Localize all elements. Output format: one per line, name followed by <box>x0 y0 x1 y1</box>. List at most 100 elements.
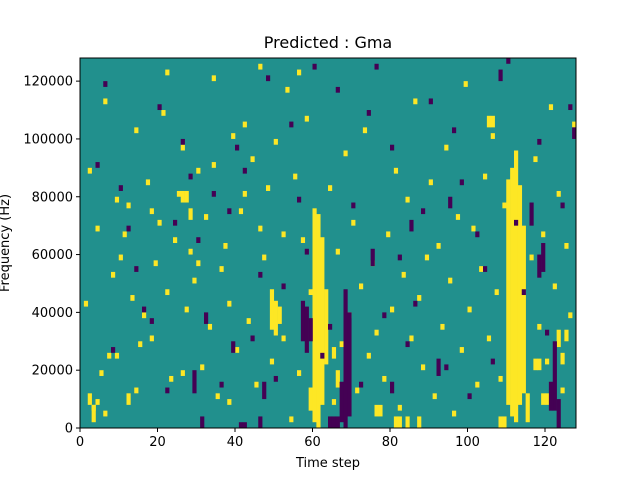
heatmap-cell-high <box>514 150 519 423</box>
heatmap-cell-high <box>424 254 430 261</box>
heatmap-cell-high <box>502 202 507 209</box>
heatmap-cell-high <box>277 306 282 324</box>
heatmap-cell-low <box>111 347 116 353</box>
heatmap-cell-low <box>397 254 402 261</box>
heatmap-cell-high <box>428 179 433 186</box>
x-tick-label: 0 <box>76 435 84 450</box>
heatmap-cell-low <box>331 416 337 428</box>
heatmap-cell-low <box>459 179 464 186</box>
heatmap-cell-high <box>281 335 286 342</box>
heatmap-cell-low <box>266 75 271 82</box>
heatmap-cell-high <box>238 208 244 215</box>
heatmap-cell-low <box>537 254 542 278</box>
heatmap-cell-high <box>331 347 337 359</box>
heatmap-cell-high <box>281 231 286 238</box>
heatmap-cell-high <box>196 167 201 174</box>
heatmap-cell-low <box>483 266 488 272</box>
heatmap-cell-high <box>107 352 112 359</box>
heatmap-cell-high <box>533 156 538 163</box>
heatmap-cell-low <box>490 358 495 365</box>
heatmap-cell-high <box>204 214 209 220</box>
heatmap-cell-low <box>436 358 441 376</box>
heatmap-cell-high <box>269 358 275 365</box>
heatmap-cell-low <box>335 86 340 93</box>
heatmap-cell-high <box>552 283 557 290</box>
heatmap-cell-high <box>572 121 576 128</box>
heatmap-cell-high <box>502 416 507 428</box>
heatmap-cell-high <box>211 75 216 82</box>
heatmap-cell-high <box>397 404 402 411</box>
heatmap-cell-low <box>200 416 205 428</box>
heatmap-cell-low <box>568 104 573 111</box>
heatmap-cell-high <box>161 110 166 116</box>
heatmap-cell-low <box>173 219 178 226</box>
heatmap-cell-high <box>235 347 240 353</box>
heatmap-cell-high <box>242 121 247 128</box>
heatmap-cell-low <box>521 289 526 296</box>
heatmap-cell-high <box>421 364 426 371</box>
heatmap-cell-high <box>560 352 565 365</box>
heatmap-cell-low <box>320 352 325 359</box>
heatmap-cell-high <box>401 271 406 278</box>
heatmap-cell-high <box>134 127 139 134</box>
heatmap-cell-high <box>537 323 542 330</box>
x-tick-label: 120 <box>533 435 558 450</box>
heatmap-cell-high <box>145 179 151 186</box>
heatmap-cell-low <box>335 416 340 428</box>
heatmap-cell-high <box>448 277 453 284</box>
heatmap-cell-high <box>126 393 131 405</box>
heatmap-cell-low <box>467 393 472 400</box>
heatmap-cell-high <box>126 202 131 209</box>
x-tick-label: 20 <box>149 435 166 450</box>
x-tick-label: 80 <box>382 435 399 450</box>
heatmap-cell-high <box>211 162 216 168</box>
plot-area <box>80 58 576 428</box>
heatmap-cell-low <box>204 312 209 324</box>
heatmap-cell-high <box>328 185 333 191</box>
heatmap-cell-high <box>537 358 542 371</box>
heatmap-cell-high <box>409 335 414 342</box>
x-tick-label: 60 <box>304 435 321 450</box>
heatmap-cell-high <box>297 370 302 376</box>
x-tick-label: 40 <box>227 435 244 450</box>
heatmap-cell-high <box>432 393 437 400</box>
heatmap-cell-high <box>180 144 185 151</box>
heatmap-cell-high <box>560 387 565 394</box>
heatmap-cell-low <box>409 219 414 232</box>
heatmap-cell-low <box>242 167 247 174</box>
heatmap-cell-high <box>87 167 92 174</box>
heatmap-cell-high <box>165 289 170 296</box>
heatmap-cell-high <box>83 300 89 307</box>
heatmap-cell-low <box>258 416 263 428</box>
heatmap-cell-low <box>548 381 554 411</box>
heatmap-cell-high <box>494 289 499 296</box>
heatmap-cell-low <box>452 127 457 134</box>
heatmap-cell-low <box>304 248 309 255</box>
heatmap-cell-high <box>556 190 561 197</box>
heatmap-cell-high <box>223 243 228 249</box>
y-axis: 0 20000 40000 60000 80000 100000 120000 <box>23 75 80 437</box>
heatmap-cell-high <box>273 138 278 145</box>
heatmap-cell-low <box>572 127 576 139</box>
heatmap-cell-high <box>483 173 488 180</box>
heatmap-cell-low <box>258 271 263 278</box>
heatmap-cell-high <box>308 289 313 296</box>
heatmap-cell-low <box>308 318 313 342</box>
y-tick-label: 40000 <box>32 306 73 321</box>
heatmap-cell-high <box>99 370 104 376</box>
heatmap-cell-high <box>142 312 147 319</box>
heatmap-cell-low <box>405 341 410 348</box>
heatmap-cell-high <box>87 393 92 405</box>
heatmap-cell-low <box>537 138 542 145</box>
heatmap-cell-high <box>393 416 399 428</box>
heatmap-cell-high <box>95 225 100 232</box>
heatmap-cell-low <box>231 341 236 353</box>
heatmap-cell-high <box>114 196 120 203</box>
heatmap-cell-low <box>227 208 232 215</box>
heatmap-cell-low <box>529 202 534 226</box>
heatmap-cell-high <box>165 69 170 76</box>
heatmap-cell-high <box>324 289 329 365</box>
heatmap-cell-high <box>359 283 364 290</box>
heatmap-cell-low <box>359 381 364 388</box>
